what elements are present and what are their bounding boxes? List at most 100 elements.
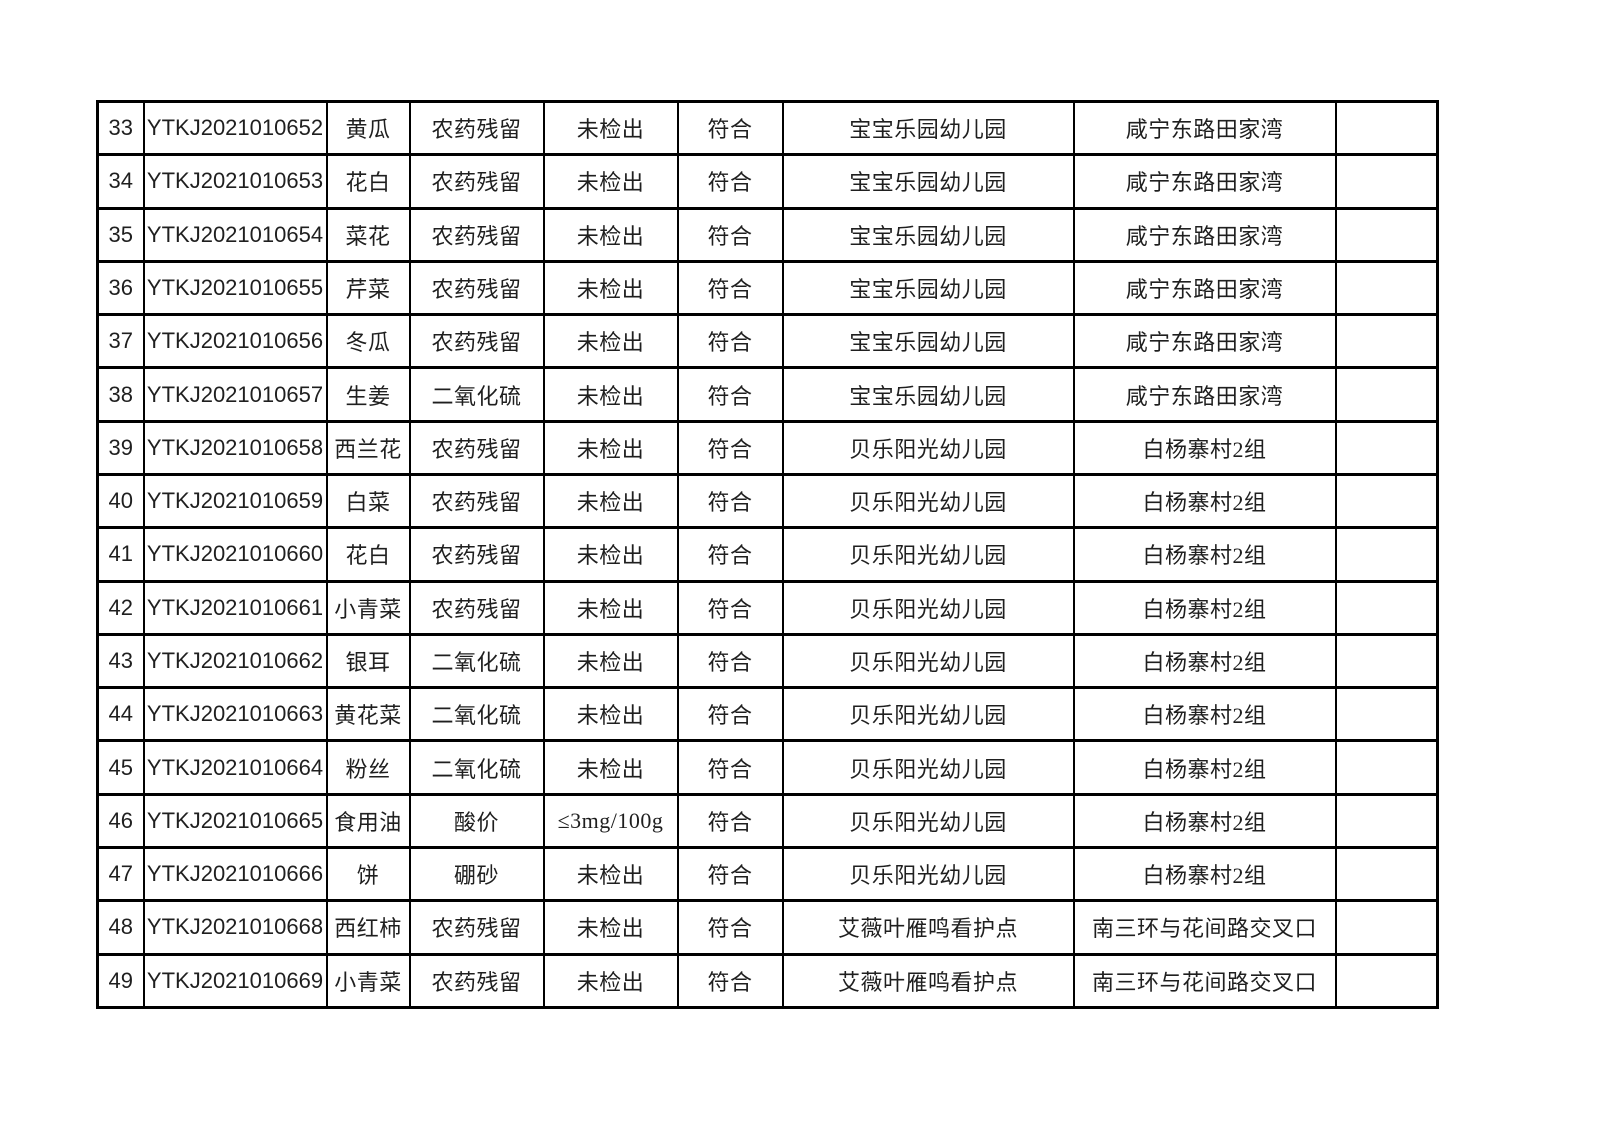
cell-remark: [1334, 686, 1439, 743]
cell-conclusion: 符合: [676, 366, 784, 423]
cell-sampled-unit: 贝乐阳光幼儿园: [781, 419, 1075, 476]
cell-sample-code: YTKJ2021010658: [142, 419, 328, 476]
cell-test-item: 农药残留: [408, 206, 545, 263]
cell-remark: [1334, 206, 1439, 263]
cell-unit-address: 南三环与花间路交叉口: [1072, 899, 1337, 956]
cell-remark: [1334, 99, 1439, 157]
cell-sampled-unit: 贝乐阳光幼儿园: [781, 686, 1075, 743]
cell-sample-name: 黄花菜: [325, 686, 411, 743]
table-row: 37 YTKJ2021010656 冬瓜 农药残留 未检出 符合 宝宝乐园幼儿园 咸宁东路田家…: [96, 313, 1439, 370]
cell-conclusion: 符合: [676, 899, 784, 956]
cell-sample-name: 西兰花: [325, 419, 411, 476]
cell-sampled-unit: 宝宝乐园幼儿园: [781, 366, 1075, 423]
cell-test-result: 未检出: [542, 153, 679, 210]
cell-row-number: 42: [96, 579, 145, 636]
cell-test-item: 二氧化硫: [408, 739, 545, 796]
cell-sampled-unit: 艾薇叶雁鸣看护点: [781, 899, 1075, 956]
cell-conclusion: 符合: [676, 632, 784, 690]
cell-test-item: 酸价: [408, 792, 545, 849]
inspection-results-table: 33 YTKJ2021010652 黄瓜 农药残留 未检出 符合 宝宝乐园幼儿园 咸宁东路田家…: [96, 99, 1439, 1009]
cell-row-number: 33: [96, 99, 145, 157]
cell-unit-address: 咸宁东路田家湾: [1072, 259, 1337, 317]
cell-unit-address: 咸宁东路田家湾: [1072, 153, 1337, 210]
cell-row-number: 39: [96, 419, 145, 476]
cell-remark: [1334, 952, 1439, 1009]
cell-row-number: 44: [96, 686, 145, 743]
cell-test-result: 未检出: [542, 472, 679, 530]
cell-row-number: 49: [96, 952, 145, 1009]
cell-sample-name: 菜花: [325, 206, 411, 263]
cell-test-item: 农药残留: [408, 952, 545, 1009]
cell-remark: [1334, 739, 1439, 796]
cell-test-result: 未检出: [542, 579, 679, 636]
cell-sample-code: YTKJ2021010656: [142, 313, 328, 370]
table-row: 35 YTKJ2021010654 菜花 农药残留 未检出 符合 宝宝乐园幼儿园 咸宁东路田家…: [96, 206, 1439, 263]
cell-sampled-unit: 宝宝乐园幼儿园: [781, 99, 1075, 157]
cell-remark: [1334, 472, 1439, 530]
table-row: 43 YTKJ2021010662 银耳 二氧化硫 未检出 符合 贝乐阳光幼儿园 白杨寨村2组: [96, 632, 1439, 690]
cell-conclusion: 符合: [676, 206, 784, 263]
cell-test-item: 农药残留: [408, 472, 545, 530]
cell-unit-address: 白杨寨村2组: [1072, 792, 1337, 849]
cell-test-result: 未检出: [542, 313, 679, 370]
cell-test-item: 二氧化硫: [408, 632, 545, 690]
table-row: 46 YTKJ2021010665 食用油 酸价 ≤3mg/100g 符合 贝乐阳光幼儿园白…: [96, 792, 1439, 849]
table-row: 47 YTKJ2021010666 饼硼砂 未检出 符合 贝乐阳光幼儿园 白杨寨村2组: [96, 845, 1439, 903]
cell-sample-code: YTKJ2021010655: [142, 259, 328, 317]
cell-unit-address: 咸宁东路田家湾: [1072, 366, 1337, 423]
cell-conclusion: 符合: [676, 739, 784, 796]
cell-sample-name: 饼: [325, 845, 411, 903]
cell-sample-name: 西红柿: [325, 899, 411, 956]
cell-row-number: 40: [96, 472, 145, 530]
cell-sampled-unit: 宝宝乐园幼儿园: [781, 313, 1075, 370]
cell-unit-address: 咸宁东路田家湾: [1072, 313, 1337, 370]
table-row: 48 YTKJ2021010668 西红柿 农药残留 未检出 符合 艾薇叶雁鸣看护点 南三环与…: [96, 899, 1439, 956]
cell-row-number: 38: [96, 366, 145, 423]
cell-conclusion: 符合: [676, 686, 784, 743]
cell-remark: [1334, 526, 1439, 583]
cell-sampled-unit: 贝乐阳光幼儿园: [781, 792, 1075, 849]
cell-test-item: 硼砂: [408, 845, 545, 903]
cell-sample-code: YTKJ2021010654: [142, 206, 328, 263]
cell-test-result: 未检出: [542, 99, 679, 157]
cell-sample-code: YTKJ2021010665: [142, 792, 328, 849]
cell-test-item: 农药残留: [408, 526, 545, 583]
cell-test-result: 未检出: [542, 632, 679, 690]
table-row: 34 YTKJ2021010653 花白 农药残留 未检出 符合 宝宝乐园幼儿园 咸宁东路田家…: [96, 153, 1439, 210]
cell-unit-address: 白杨寨村2组: [1072, 526, 1337, 583]
cell-remark: [1334, 792, 1439, 849]
cell-test-result: 未检出: [542, 366, 679, 423]
cell-sample-code: YTKJ2021010652: [142, 99, 328, 157]
cell-row-number: 41: [96, 526, 145, 583]
cell-conclusion: 符合: [676, 845, 784, 903]
cell-remark: [1334, 153, 1439, 210]
cell-test-result: ≤3mg/100g: [542, 792, 679, 849]
cell-test-item: 农药残留: [408, 899, 545, 956]
cell-sample-code: YTKJ2021010666: [142, 845, 328, 903]
cell-test-item: 农药残留: [408, 419, 545, 476]
cell-sample-name: 花白: [325, 526, 411, 583]
cell-remark: [1334, 579, 1439, 636]
cell-sample-code: YTKJ2021010660: [142, 526, 328, 583]
cell-sample-name: 银耳: [325, 632, 411, 690]
cell-row-number: 43: [96, 632, 145, 690]
cell-test-result: 未检出: [542, 419, 679, 476]
cell-sample-code: YTKJ2021010664: [142, 739, 328, 796]
cell-sample-name: 小青菜: [325, 952, 411, 1009]
cell-remark: [1334, 313, 1439, 370]
cell-sampled-unit: 贝乐阳光幼儿园: [781, 526, 1075, 583]
cell-conclusion: 符合: [676, 579, 784, 636]
table-body: 33 YTKJ2021010652 黄瓜 农药残留 未检出 符合 宝宝乐园幼儿园 咸宁东路田家…: [96, 99, 1439, 1009]
cell-remark: [1334, 419, 1439, 476]
cell-test-item: 农药残留: [408, 99, 545, 157]
cell-remark: [1334, 845, 1439, 903]
cell-test-result: 未检出: [542, 739, 679, 796]
table-row: 38 YTKJ2021010657 生姜 二氧化硫 未检出 符合 宝宝乐园幼儿园 咸宁东路田家…: [96, 366, 1439, 423]
cell-sampled-unit: 宝宝乐园幼儿园: [781, 259, 1075, 317]
cell-sample-name: 芹菜: [325, 259, 411, 317]
cell-test-item: 二氧化硫: [408, 686, 545, 743]
cell-sample-name: 生姜: [325, 366, 411, 423]
cell-unit-address: 咸宁东路田家湾: [1072, 206, 1337, 263]
cell-sample-code: YTKJ2021010653: [142, 153, 328, 210]
cell-test-result: 未检出: [542, 526, 679, 583]
